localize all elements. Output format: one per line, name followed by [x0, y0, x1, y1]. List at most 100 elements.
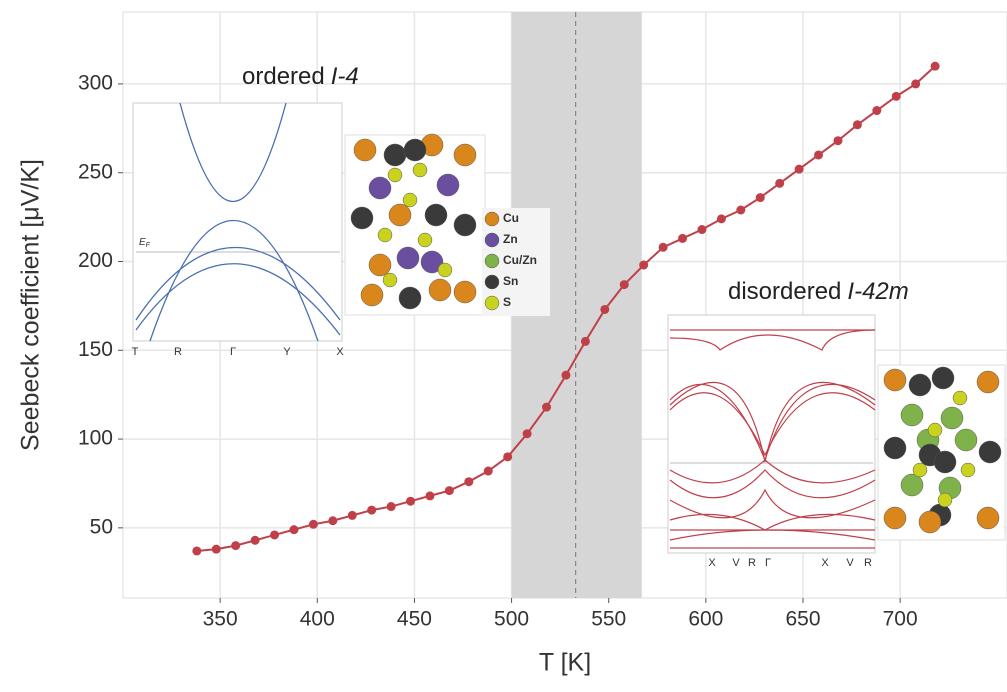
data-point	[444, 486, 454, 496]
atom	[954, 428, 978, 452]
k-point-label: R	[864, 557, 872, 569]
x-tick-label: 400	[300, 608, 335, 631]
x-axis-label: T [K]	[539, 649, 591, 677]
k-point-label: Y	[283, 346, 291, 358]
fermi-sub: F	[146, 242, 151, 249]
data-point	[386, 502, 396, 512]
atom	[368, 176, 392, 200]
atom	[908, 373, 932, 397]
data-point	[697, 225, 707, 235]
data-point	[522, 429, 532, 439]
band-curve	[135, 246, 341, 321]
atom	[382, 272, 398, 288]
data-point	[736, 205, 746, 215]
data-point	[678, 233, 688, 243]
atom	[918, 510, 942, 534]
inset-title-formula: I-4	[331, 63, 359, 90]
data-point	[852, 120, 862, 130]
band-curve	[669, 392, 876, 457]
band-curve	[669, 529, 876, 541]
atom	[350, 206, 374, 230]
y-tick-label: 300	[78, 71, 113, 94]
atom	[900, 473, 924, 497]
k-point-label: R	[748, 557, 756, 569]
data-point	[872, 106, 882, 116]
data-point	[250, 535, 260, 545]
atom	[883, 506, 907, 530]
data-point	[580, 336, 590, 346]
atom	[387, 167, 403, 183]
atom	[976, 506, 1000, 530]
data-point	[639, 260, 649, 270]
atom	[937, 492, 953, 508]
k-point-label: T	[132, 346, 139, 358]
data-point	[600, 304, 610, 314]
atom	[383, 143, 407, 167]
data-point	[930, 61, 940, 71]
y-tick-label: 100	[78, 427, 113, 450]
inset-title-text: disordered	[728, 278, 841, 305]
k-point-label: V	[732, 557, 740, 569]
atom	[398, 286, 422, 310]
atom	[976, 370, 1000, 394]
band-curve	[179, 102, 287, 203]
y-axis-label: Seebeck coefficient [μV/K]	[17, 159, 45, 451]
data-point	[619, 280, 629, 290]
atom	[978, 440, 1002, 464]
k-point-label: Γ	[765, 557, 771, 569]
atom	[952, 390, 968, 406]
data-point	[775, 178, 785, 188]
atom	[933, 450, 957, 474]
inset-title: disordered I-42m	[728, 278, 909, 305]
atom	[453, 213, 477, 237]
x-tick-label: 350	[203, 608, 238, 631]
atom	[900, 403, 924, 427]
x-tick-label: 650	[785, 608, 820, 631]
legend-label: S	[503, 295, 511, 309]
atom	[424, 203, 448, 227]
atom	[420, 250, 444, 274]
y-tick-label: 50	[90, 515, 113, 538]
atom	[353, 138, 377, 162]
atom	[453, 280, 477, 304]
data-point	[814, 150, 824, 160]
data-point	[192, 546, 202, 556]
data-point	[308, 519, 318, 529]
data-point	[367, 505, 377, 515]
data-point	[483, 466, 493, 476]
atom	[883, 436, 907, 460]
data-point	[347, 510, 357, 520]
data-point	[231, 541, 241, 551]
band-curve	[669, 381, 876, 463]
legend-swatch	[484, 211, 500, 227]
atom	[940, 406, 964, 430]
x-tick-label: 450	[397, 608, 432, 631]
atom	[412, 162, 428, 178]
data-point	[542, 402, 552, 412]
data-point	[891, 91, 901, 101]
data-point	[289, 525, 299, 535]
legend-label: Cu	[503, 211, 519, 225]
y-tick-label: 200	[78, 249, 113, 272]
data-point	[503, 452, 513, 462]
atom	[436, 173, 460, 197]
data-point	[425, 491, 435, 501]
band-panel	[132, 102, 343, 342]
band-curve	[135, 263, 341, 336]
band-curve	[669, 459, 876, 484]
data-point	[755, 193, 765, 203]
atom	[396, 246, 420, 270]
atom	[368, 253, 392, 277]
data-point	[911, 79, 921, 89]
band-curve	[669, 469, 876, 499]
fermi-main: E	[139, 237, 146, 248]
data-point	[561, 370, 571, 380]
legend-swatch	[484, 232, 500, 248]
band-curve	[669, 329, 876, 351]
legend-label: Sn	[503, 274, 518, 288]
atom	[453, 143, 477, 167]
atom	[360, 283, 384, 307]
data-layer	[192, 61, 940, 556]
atom	[960, 462, 976, 478]
